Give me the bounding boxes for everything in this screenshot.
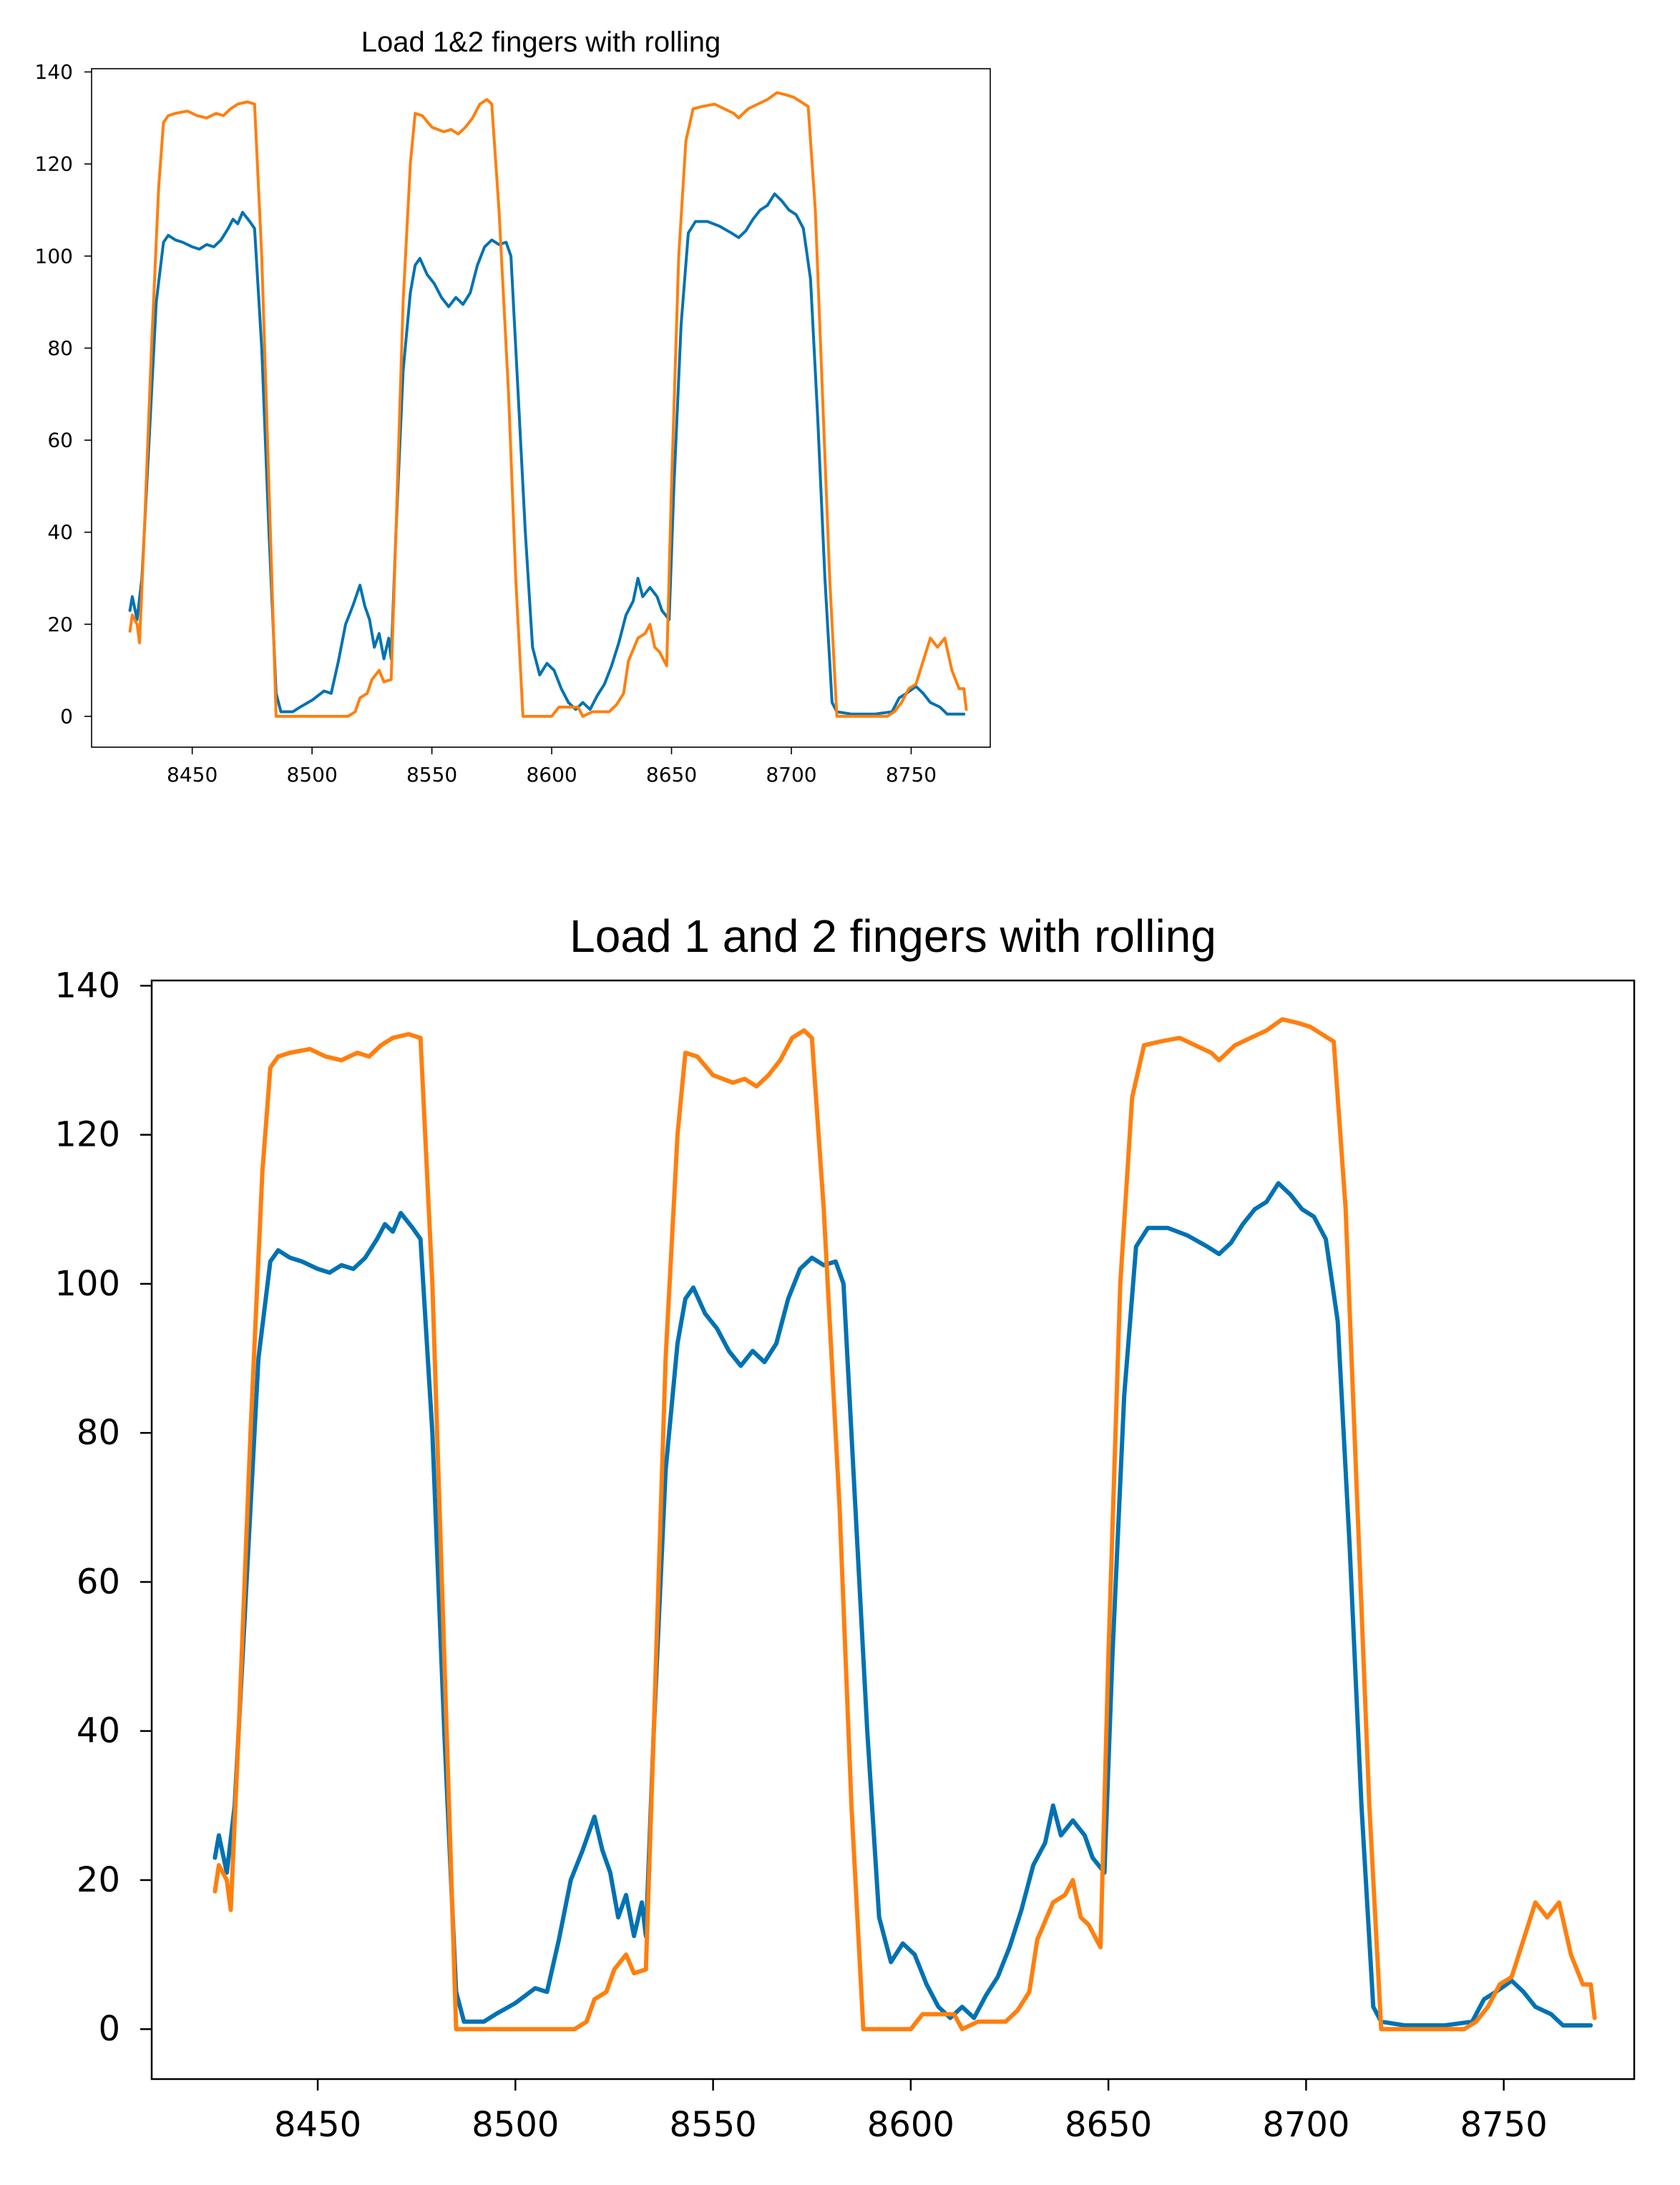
x-tick-label: 8550: [670, 2105, 757, 2145]
y-tick-label: 60: [77, 1562, 120, 1602]
y-tick-label: 120: [54, 1115, 120, 1155]
chart-title: Load 1&2 fingers with rolling: [361, 26, 721, 58]
x-tick-label: 8750: [1460, 2105, 1548, 2145]
y-tick-label: 100: [54, 1264, 120, 1304]
chart-small: Load 1&2 fingers with rolling 8450 8500 855…: [35, 26, 991, 787]
x-tick-label: 8500: [472, 2105, 559, 2145]
x-tick-label: 8550: [406, 763, 457, 787]
y-tick-label: 40: [77, 1711, 120, 1751]
chart-title: Load 1 and 2 fingers with rolling: [570, 910, 1216, 962]
plot-area: [128, 91, 968, 718]
x-tick-label: 8450: [167, 763, 218, 787]
y-tick-label: 0: [98, 2009, 120, 2049]
x-tick-label: 8450: [274, 2105, 361, 2145]
y-tick-label: 80: [77, 1413, 120, 1453]
y-tick-label: 40: [47, 520, 73, 544]
series-line-2: [213, 1017, 1597, 2032]
y-tick-label: 20: [77, 1860, 120, 1900]
y-tick-label: 0: [60, 704, 73, 728]
y-tick-label: 80: [47, 336, 73, 360]
x-tick-label: 8600: [867, 2105, 954, 2145]
x-tick-label: 8750: [886, 763, 937, 787]
y-tick-label: 120: [35, 152, 73, 176]
x-tick-label: 8500: [287, 763, 338, 787]
y-tick-label: 100: [35, 244, 73, 268]
y-tick-label: 20: [47, 613, 73, 636]
y-tick-label: 140: [54, 965, 120, 1006]
x-tick-label: 8650: [646, 763, 697, 787]
axes-frame: [91, 68, 991, 748]
plot-area: [213, 1017, 1597, 2032]
y-tick-label: 140: [35, 60, 73, 84]
y-tick-label: 60: [47, 429, 73, 452]
x-tick-label: 8650: [1065, 2105, 1152, 2145]
x-tick-label: 8700: [1262, 2105, 1349, 2145]
axes-frame: [150, 979, 1636, 2081]
chart-large: Load 1 and 2 fingers with rolling 8450 850…: [54, 910, 1636, 2145]
series-line-1: [213, 1181, 1593, 2028]
series-line-1: [128, 192, 966, 716]
x-tick-label: 8600: [526, 763, 577, 787]
series-line-2: [128, 91, 968, 718]
x-tick-label: 8700: [766, 763, 816, 787]
